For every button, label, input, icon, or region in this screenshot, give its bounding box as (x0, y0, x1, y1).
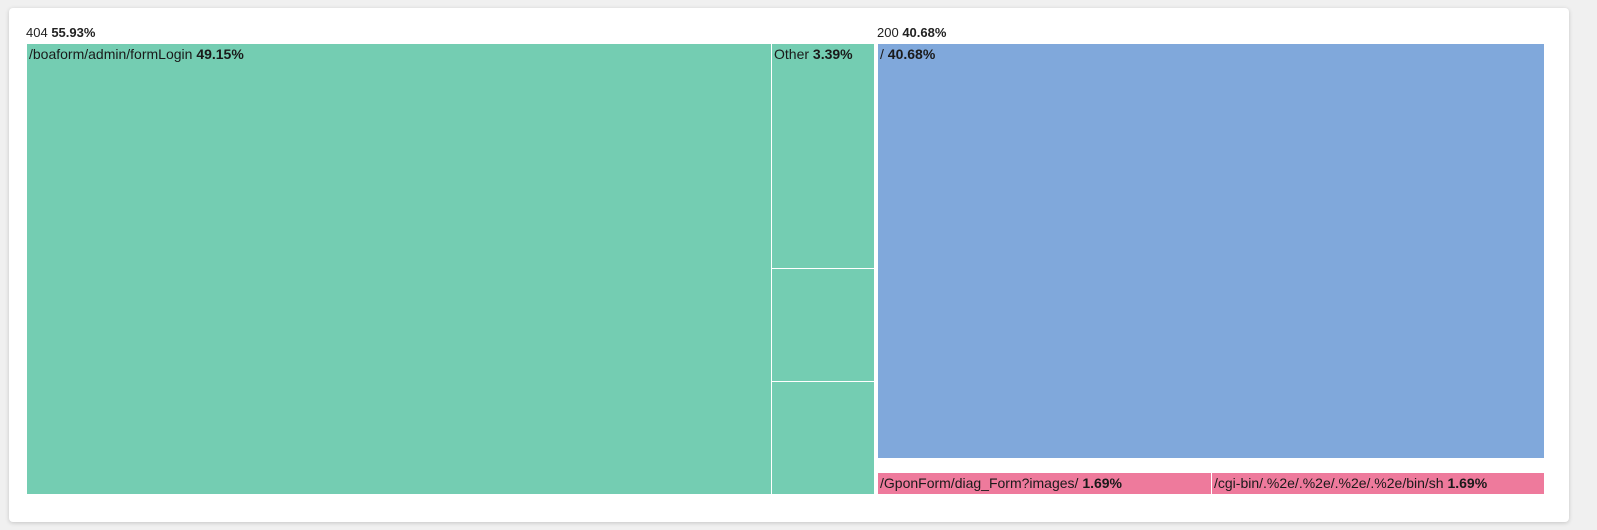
cell-label: /GponForm/diag_Form?images/ 1.69% (880, 475, 1122, 491)
group-name: 200 (877, 25, 899, 40)
cell-label: / 40.68% (880, 46, 935, 62)
group-name: 404 (26, 25, 48, 40)
cell-name: /cgi-bin/.%2e/.%2e/.%2e/.%2e/bin/sh (1214, 475, 1444, 491)
cell-label: /boaform/admin/formLogin 49.15% (29, 46, 244, 62)
treemap-cell-root[interactable]: / 40.68% (878, 44, 1545, 459)
cell-name: Other (774, 46, 810, 62)
group-percent: 40.68% (902, 25, 947, 40)
cell-label: Other 3.39% (774, 46, 853, 62)
group-percent: 55.93% (51, 25, 96, 40)
treemap-cell-formlogin[interactable]: /boaform/admin/formLogin 49.15% (27, 44, 772, 495)
cell-name: / (880, 46, 884, 62)
group-label-404: 404 55.93% (26, 25, 95, 40)
cell-percent: 49.15% (196, 46, 244, 62)
cell-percent: 1.69% (1082, 475, 1123, 491)
chart-card: 404 55.93% /boaform/admin/formLogin 49.1… (9, 8, 1569, 522)
cell-name: /GponForm/diag_Form?images/ (880, 475, 1079, 491)
cell-name: /boaform/admin/formLogin (29, 46, 193, 62)
treemap-cell-small-1[interactable] (772, 269, 875, 382)
cell-percent: 3.39% (812, 46, 853, 62)
cell-label: /cgi-bin/.%2e/.%2e/.%2e/.%2e/bin/sh 1.69… (1214, 475, 1487, 491)
treemap-cell-gponform[interactable]: /GponForm/diag_Form?images/ 1.69% (878, 473, 1212, 495)
cell-percent: 40.68% (887, 46, 936, 62)
treemap-cell-other[interactable]: Other 3.39% (772, 44, 875, 269)
group-label-200: 200 40.68% (877, 25, 946, 40)
treemap-cell-cgibin[interactable]: /cgi-bin/.%2e/.%2e/.%2e/.%2e/bin/sh 1.69… (1212, 473, 1545, 495)
cell-percent: 1.69% (1447, 475, 1488, 491)
treemap-cell-small-2[interactable] (772, 382, 875, 495)
